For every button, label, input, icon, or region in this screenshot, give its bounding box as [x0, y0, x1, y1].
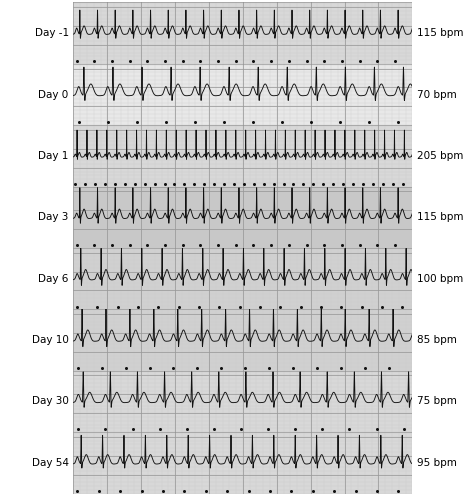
Text: Day 10: Day 10: [32, 335, 69, 345]
Text: Day 1: Day 1: [38, 151, 69, 161]
Text: 205 bpm: 205 bpm: [417, 151, 464, 161]
Text: 75 bpm: 75 bpm: [417, 396, 457, 406]
Text: Day 3: Day 3: [38, 212, 69, 222]
Text: Day 54: Day 54: [32, 458, 69, 468]
Text: Day 0: Day 0: [38, 90, 69, 100]
Text: 70 bpm: 70 bpm: [417, 90, 457, 100]
Text: 100 bpm: 100 bpm: [417, 274, 464, 284]
Text: 85 bpm: 85 bpm: [417, 335, 457, 345]
Text: 115 bpm: 115 bpm: [417, 28, 464, 38]
Text: Day -1: Day -1: [35, 28, 69, 38]
Text: Day 6: Day 6: [38, 274, 69, 284]
Text: Day 30: Day 30: [32, 396, 69, 406]
Text: 95 bpm: 95 bpm: [417, 458, 457, 468]
Text: 115 bpm: 115 bpm: [417, 212, 464, 222]
